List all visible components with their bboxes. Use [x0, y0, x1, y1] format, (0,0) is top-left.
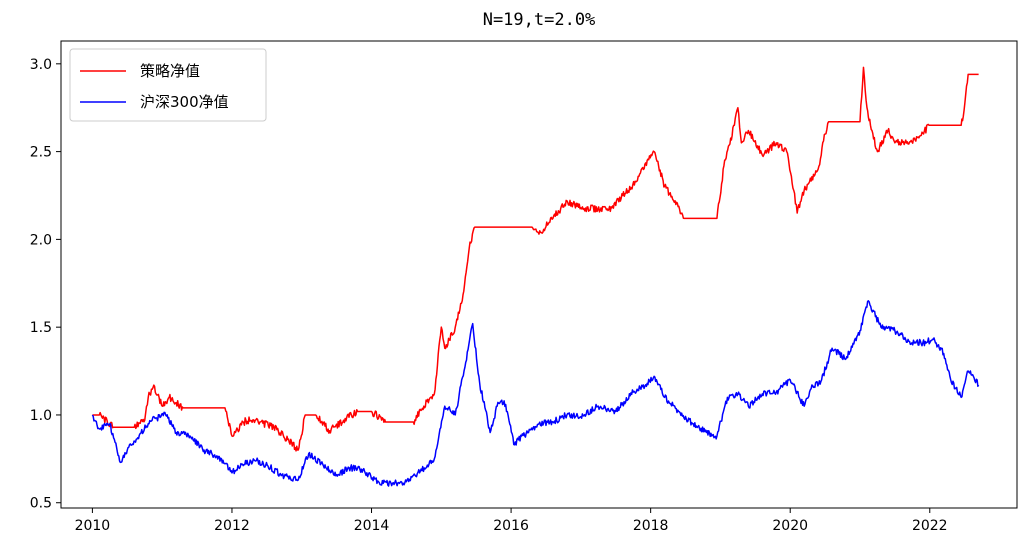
x-tick-label: 2010	[75, 518, 111, 534]
x-tick-label: 2014	[354, 518, 390, 534]
y-tick-label: 2.0	[30, 232, 52, 248]
y-tick-label: 1.5	[30, 320, 52, 336]
chart-title: N=19,t=2.0%	[483, 10, 596, 30]
legend-label-strategy: 策略净值	[140, 62, 200, 80]
legend-box	[69, 48, 267, 122]
series-layer	[91, 66, 980, 487]
x-tick-label: 2022	[912, 518, 948, 534]
x-tick-label: 2020	[772, 518, 808, 534]
legend-label-hs300: 沪深300净值	[140, 93, 229, 111]
y-tick-label: 2.5	[30, 145, 52, 161]
y-tick-label: 1.0	[30, 408, 52, 424]
plot-area: 2010 2012 2014 2016 2018 2020 2022 0.5 1.0 1.5 2.…	[30, 40, 1018, 534]
y-tick-label: 0.5	[30, 496, 52, 512]
x-tick-label: 2016	[493, 518, 529, 534]
x-axis: 2010 2012 2014 2016 2018 2020 2022	[75, 508, 948, 534]
plot-frame	[60, 40, 1018, 509]
series-line-hs300	[91, 300, 980, 487]
x-tick-label: 2012	[214, 518, 250, 534]
y-axis: 0.5 1.0 1.5 2.0 2.5 3.0	[30, 57, 61, 512]
y-tick-label: 3.0	[30, 57, 52, 73]
x-tick-label: 2018	[633, 518, 669, 534]
legend: 策略净值 沪深300净值	[69, 48, 267, 122]
series-line-strategy	[92, 66, 979, 452]
